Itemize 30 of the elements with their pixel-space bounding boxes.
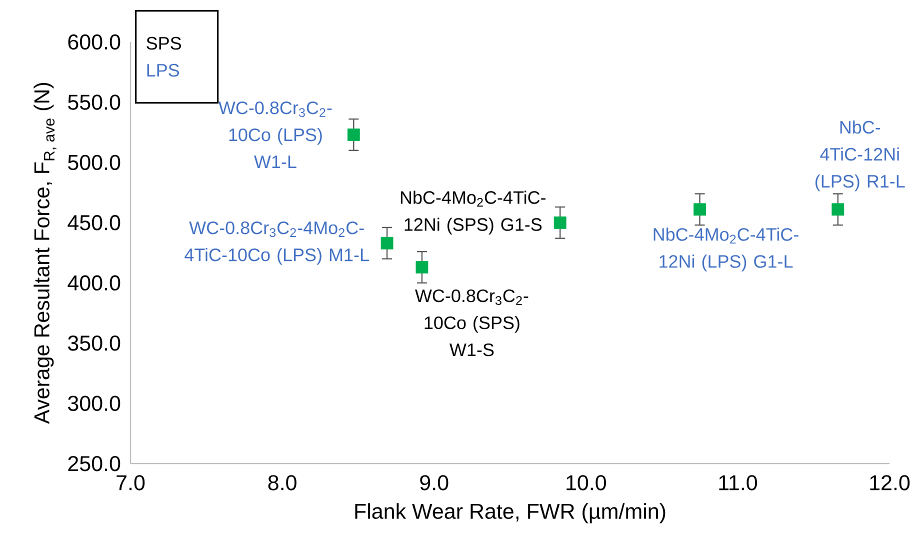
- y-tick-label: 250.0: [68, 456, 120, 472]
- x-tick-label: 12.0: [870, 475, 910, 490]
- x-tick-label: 9.0: [420, 475, 448, 490]
- y-tick-label: 300.0: [68, 396, 120, 411]
- y-tick-label: 550.0: [68, 94, 120, 110]
- y-tick-label: 350.0: [68, 336, 120, 351]
- annotation: LPS: [147, 64, 180, 77]
- annotation: SPS: [146, 36, 182, 50]
- point: [554, 216, 566, 229]
- point: [832, 203, 844, 216]
- point: [694, 203, 706, 216]
- annotation: WC-0.8Cr$_{3}$C$_{2}$-10Co (LPS) W1-L: [218, 101, 332, 168]
- annotation: NbC-4Mo$_{2}$C-4TiC-12Ni (LPS) G1-L: [654, 228, 798, 272]
- point: [380, 236, 394, 250]
- x-axis-title: Flank Wear Rate, FWR (µm/min): [355, 503, 666, 524]
- x-tick-label: 8.0: [268, 475, 296, 490]
- y-tick-label: 600.0: [68, 34, 120, 50]
- y-axis-title: $\text{Average Resultant Force, F}_{\text{R, ave}}\text{ (N)}$: [34, 82, 56, 424]
- annotation: WC-0.8Cr$_{3}$C$_{2}$-4Mo$_{2}$C-4TiC-10Co (LPS) M1-L: [184, 222, 369, 265]
- annotation: NbC-4TiC-12Ni (LPS) R1-L: [815, 120, 905, 192]
- x-tick-label: 10.0: [566, 475, 606, 490]
- x-tick-label: 7.0: [116, 475, 145, 490]
- y-tick-label: 400.0: [68, 275, 120, 291]
- annotation: WC-0.8Cr$_{3}$C$_{2}$-10Co (SPS) W1-S: [415, 289, 528, 356]
- point: [347, 128, 360, 141]
- y-tick-label: 500.0: [68, 154, 120, 170]
- x-tick-label: 11.0: [719, 475, 757, 490]
- annotation: NbC-4Mo$_{2}$C-4TiC-12Ni (SPS) G1-S: [400, 190, 546, 234]
- point: [416, 261, 428, 274]
- y-tick-label: 450.0: [68, 215, 120, 230]
